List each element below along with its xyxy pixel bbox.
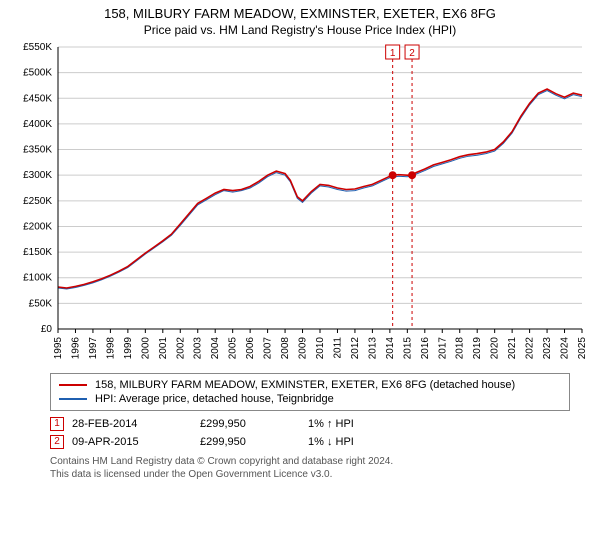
sale-row-marker: 1 <box>50 417 64 431</box>
y-tick-label: £500K <box>23 68 52 79</box>
legend-swatch <box>59 384 87 386</box>
x-tick-label: 1997 <box>88 336 99 359</box>
x-tick-label: 1999 <box>123 336 134 359</box>
sale-date: 28-FEB-2014 <box>72 418 192 430</box>
chart-subtitle: Price paid vs. HM Land Registry's House … <box>10 23 590 37</box>
y-tick-label: £50K <box>29 298 53 309</box>
sale-row: 1 28-FEB-2014 £299,950 1% ↑ HPI <box>50 417 570 431</box>
x-tick-label: 1995 <box>53 336 64 359</box>
sale-price: £299,950 <box>200 418 300 430</box>
x-tick-label: 2008 <box>280 336 291 359</box>
x-tick-label: 2025 <box>577 336 588 359</box>
x-tick-label: 2012 <box>350 336 361 359</box>
sale-hpi: 1% ↑ HPI <box>308 418 354 430</box>
x-tick-label: 2000 <box>140 336 151 359</box>
x-tick-label: 2015 <box>402 336 413 359</box>
x-tick-label: 2020 <box>490 336 501 359</box>
x-tick-label: 2005 <box>228 336 239 359</box>
x-tick-label: 2004 <box>210 336 221 359</box>
chart-title: 158, MILBURY FARM MEADOW, EXMINSTER, EXE… <box>10 6 590 23</box>
y-tick-label: £0 <box>41 324 53 335</box>
sale-price: £299,950 <box>200 436 300 448</box>
sale-row: 2 09-APR-2015 £299,950 1% ↓ HPI <box>50 435 570 449</box>
sale-marker-dot <box>408 171 416 179</box>
y-tick-label: £400K <box>23 119 52 130</box>
x-tick-label: 2009 <box>298 336 309 359</box>
legend-item: 158, MILBURY FARM MEADOW, EXMINSTER, EXE… <box>59 378 561 392</box>
y-tick-label: £150K <box>23 247 52 258</box>
attribution-line1: Contains HM Land Registry data © Crown c… <box>50 455 570 468</box>
x-tick-label: 1996 <box>70 336 81 359</box>
sale-hpi: 1% ↓ HPI <box>308 436 354 448</box>
y-tick-label: £250K <box>23 196 52 207</box>
x-tick-label: 2007 <box>263 336 274 359</box>
legend-box: 158, MILBURY FARM MEADOW, EXMINSTER, EXE… <box>50 373 570 411</box>
x-tick-label: 2017 <box>437 336 448 359</box>
y-tick-label: £450K <box>23 93 52 104</box>
x-tick-label: 2002 <box>175 336 186 359</box>
x-tick-label: 2011 <box>332 336 343 358</box>
y-tick-label: £350K <box>23 144 52 155</box>
y-tick-label: £100K <box>23 273 52 284</box>
x-tick-label: 2023 <box>542 336 553 359</box>
x-tick-label: 2016 <box>420 336 431 359</box>
sale-marker-number: 1 <box>390 48 396 59</box>
legend-label: HPI: Average price, detached house, Teig… <box>95 393 334 405</box>
x-tick-label: 2018 <box>455 336 466 359</box>
x-tick-label: 2013 <box>367 336 378 359</box>
x-tick-label: 2021 <box>507 336 518 359</box>
sale-row-marker: 2 <box>50 435 64 449</box>
legend-swatch <box>59 398 87 400</box>
y-tick-label: £550K <box>23 42 52 53</box>
x-tick-label: 2022 <box>525 336 536 359</box>
legend-label: 158, MILBURY FARM MEADOW, EXMINSTER, EXE… <box>95 379 515 391</box>
x-tick-label: 2019 <box>472 336 483 359</box>
y-tick-label: £200K <box>23 221 52 232</box>
y-tick-label: £300K <box>23 170 52 181</box>
x-tick-label: 2001 <box>158 336 169 359</box>
x-tick-label: 2006 <box>245 336 256 359</box>
attribution: Contains HM Land Registry data © Crown c… <box>50 455 570 481</box>
x-tick-label: 2024 <box>560 336 571 359</box>
legend-item: HPI: Average price, detached house, Teig… <box>59 392 561 406</box>
sale-marker-number: 2 <box>409 48 415 59</box>
attribution-line2: This data is licensed under the Open Gov… <box>50 468 570 481</box>
sale-date: 09-APR-2015 <box>72 436 192 448</box>
x-tick-label: 2010 <box>315 336 326 359</box>
price-chart: £0 £50K £100K £150K £200K £250K £300K £350K £400… <box>10 39 590 369</box>
x-tick-label: 2014 <box>385 336 396 359</box>
sale-marker-dot <box>389 171 397 179</box>
x-tick-label: 1998 <box>105 336 116 359</box>
x-tick-label: 2003 <box>193 336 204 359</box>
